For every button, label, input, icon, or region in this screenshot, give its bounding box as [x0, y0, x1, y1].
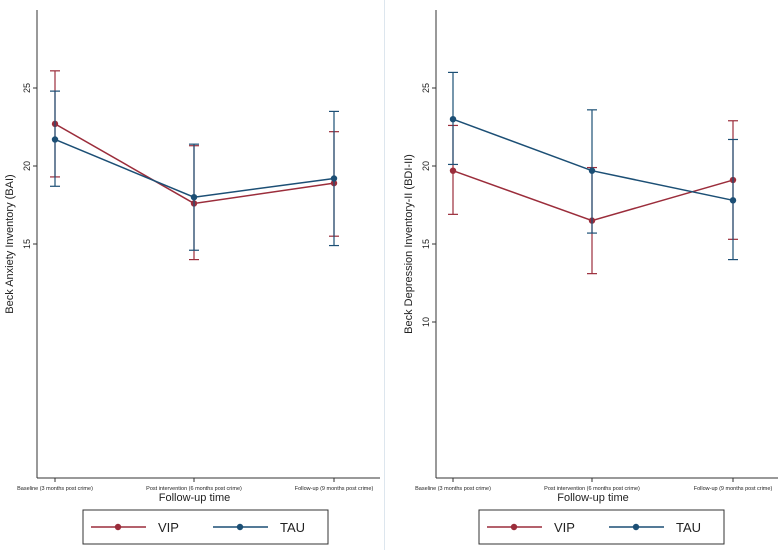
legend-bdi: VIP TAU	[478, 509, 725, 545]
panel-bai: 15 20 25 Baseline (3 months post crime) Post…	[4, 10, 380, 545]
x-tick-label: Follow-up (9 months post crime)	[694, 486, 773, 492]
legend-label-vip: VIP	[554, 520, 575, 535]
legend-marker-tau	[236, 523, 244, 531]
x-tick-label: Post intervention (6 months post crime)	[544, 486, 640, 492]
series-line	[452, 118, 734, 202]
y-tick-label: 15	[421, 239, 431, 249]
data-point	[449, 167, 457, 174]
data-point	[190, 194, 198, 201]
marks-bdi	[448, 71, 738, 275]
legend-marker-vip	[510, 523, 518, 531]
marks-bai	[50, 70, 339, 261]
y-tick-label: 10	[421, 317, 431, 327]
legend-marker-tau	[632, 523, 640, 531]
y-tick-label: 20	[421, 161, 431, 171]
x-tick-label: Follow-up (9 months post crime)	[295, 486, 374, 492]
legend-bai: VIP TAU	[82, 509, 329, 545]
series-vip	[448, 120, 738, 275]
x-axis-title-bdi: Follow-up time	[557, 492, 629, 504]
data-point	[330, 175, 338, 182]
legend-item-vip: VIP	[91, 520, 179, 535]
y-axis-title-bai: Beck Anxiety Inventory (BAI)	[4, 174, 16, 313]
plot-area-bdi: 10 15 20 25 Baseline (3 months post crime) Po…	[415, 10, 778, 492]
plot-area-bai: 15 20 25 Baseline (3 months post crime) Post…	[17, 10, 380, 492]
legend-item-vip: VIP	[487, 520, 575, 535]
data-point	[51, 136, 59, 143]
series-line	[452, 169, 734, 222]
y-tick-label: 20	[22, 161, 32, 171]
legend-label-vip: VIP	[158, 520, 179, 535]
legend-label-tau: TAU	[280, 520, 305, 535]
x-tick-label: Post intervention (6 months post crime)	[146, 486, 242, 492]
x-axis-title-bai: Follow-up time	[159, 492, 231, 504]
series-tau	[448, 71, 738, 261]
legend-label-tau: TAU	[676, 520, 701, 535]
y-tick-label: 25	[421, 83, 431, 93]
legend-marker-vip	[114, 523, 122, 531]
legend-item-tau: TAU	[213, 520, 305, 535]
data-point	[588, 167, 596, 174]
x-tick-label: Baseline (3 months post crime)	[415, 486, 491, 492]
panel-bdi: 10 15 20 25 Baseline (3 months post crime) Po…	[403, 10, 778, 545]
y-tick-label: 25	[22, 83, 32, 93]
legend-item-tau: TAU	[609, 520, 701, 535]
series-tau	[50, 90, 339, 251]
y-axis-title-bdi: Beck Depression Inventory-II (BDI-II)	[403, 154, 415, 334]
data-point	[449, 116, 457, 123]
data-point	[729, 197, 737, 204]
x-tick-label: Baseline (3 months post crime)	[17, 486, 93, 492]
y-tick-label: 15	[22, 239, 32, 249]
